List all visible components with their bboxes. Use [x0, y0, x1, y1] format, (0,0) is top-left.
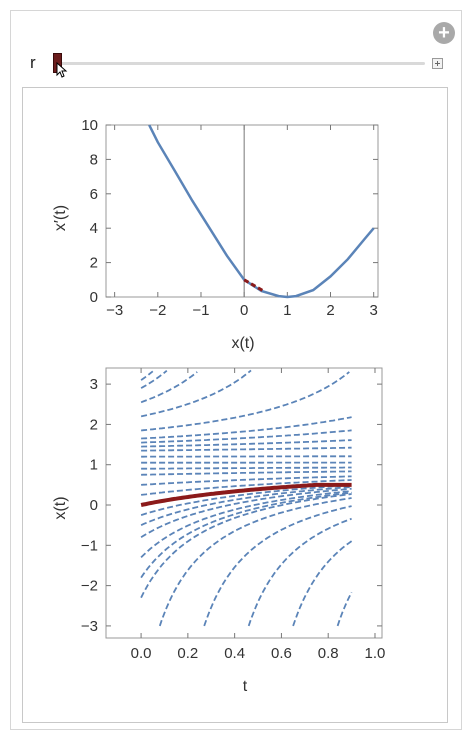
plot2-y-tick-label: 3: [90, 376, 98, 393]
plot2-solution-curve: [141, 429, 352, 444]
plot1-series-line: [148, 124, 375, 299]
plot1-x-label: x(t): [231, 335, 254, 352]
plot2-solution-curve: [140, 370, 154, 381]
plot1-x-tick-label: 2: [326, 302, 334, 319]
plot2-x-tick-label: 0.6: [271, 645, 292, 662]
plot2-y-tick-label: −2: [81, 578, 98, 595]
plot2-y-tick-label: −1: [81, 537, 98, 554]
plot1-y-label: x′(t): [52, 205, 69, 231]
plot2-solution-curve: [141, 446, 352, 452]
plot1-y-tick-label: 6: [90, 186, 98, 203]
plot1-y-tick-label: 8: [90, 151, 98, 168]
plot2-solution-curve: [140, 479, 352, 496]
plot2-y-tick-label: −3: [81, 618, 98, 635]
plot2-solution-curve: [141, 466, 352, 470]
plot2-x-tick-label: 1.0: [365, 645, 386, 662]
plot2-solution-curve: [140, 486, 352, 527]
plot2-solution-curve: [140, 484, 352, 516]
plot-panel: −3 −2 −1 0 1 2 3 0 2 4 6 8 10 x(t) x′(t) 0.0 0.2 0.4 0.6 0.…: [22, 87, 448, 723]
plot1-x-tick-label: −3: [106, 302, 123, 319]
plot2-solution-curve: [141, 475, 352, 486]
plot2-solution-curve: [140, 371, 350, 432]
plot2-solution-curve: [140, 370, 168, 389]
plot2-solution-curve: [158, 497, 352, 627]
plot2-frame: [105, 367, 383, 639]
plot2-x-label: t: [243, 678, 248, 695]
plot2-x-tick-label: 0.4: [224, 645, 245, 662]
plot2-solution-curve: [203, 505, 352, 627]
plot1-y-tick-label: 10: [81, 117, 98, 134]
plot2-x-tick-label: 0.0: [131, 645, 152, 662]
plot2-y-tick-label: 0: [90, 497, 98, 514]
plot2-solution-curve: [140, 487, 352, 539]
plot2-x-tick-label: 0.8: [318, 645, 339, 662]
plus-circle-icon[interactable]: +: [433, 22, 455, 44]
plot2-y-label: x(t): [52, 496, 69, 519]
plot1-frame: [105, 124, 379, 298]
plot2-solution-curve: [140, 490, 352, 559]
slider-label-r: r: [30, 53, 36, 72]
plot2-solution-curve: [140, 493, 352, 599]
plot2-solution-curve: [141, 416, 352, 440]
plot2-solution-curve: [141, 439, 352, 448]
cursor-icon: [56, 62, 68, 78]
plot2-y-tick-label: 2: [90, 416, 98, 433]
plot2-solution-curve: [292, 540, 353, 627]
plot2-solution-curve: [140, 491, 352, 579]
plot2-solution-curve: [247, 517, 352, 627]
plot1-x-tick-label: 0: [240, 302, 248, 319]
plot2-highlight-curve: [140, 482, 352, 507]
plot2-solution-curve: [141, 470, 352, 476]
plot1-y-tick-label: 2: [90, 255, 98, 272]
slider-track[interactable]: [60, 62, 425, 65]
plot2-solution-curve: [336, 591, 353, 627]
plot1-x-tick-label: 1: [283, 302, 291, 319]
plot2-y-tick-label: 1: [90, 457, 98, 474]
plot1-highlight-segment: [243, 278, 265, 293]
plot2-solution-curve: [140, 369, 252, 418]
plot1-x-tick-label: −2: [149, 302, 166, 319]
plot1-y-tick-label: 4: [90, 220, 98, 237]
plot1-x-tick-label: −1: [192, 302, 209, 319]
plot2-solution-curve: [140, 371, 198, 404]
plot2-x-tick-label: 0.2: [177, 645, 198, 662]
plot1-y-tick-label: 0: [90, 289, 98, 306]
expand-controls-button[interactable]: [432, 58, 443, 69]
plot1-x-tick-label: 3: [370, 302, 378, 319]
